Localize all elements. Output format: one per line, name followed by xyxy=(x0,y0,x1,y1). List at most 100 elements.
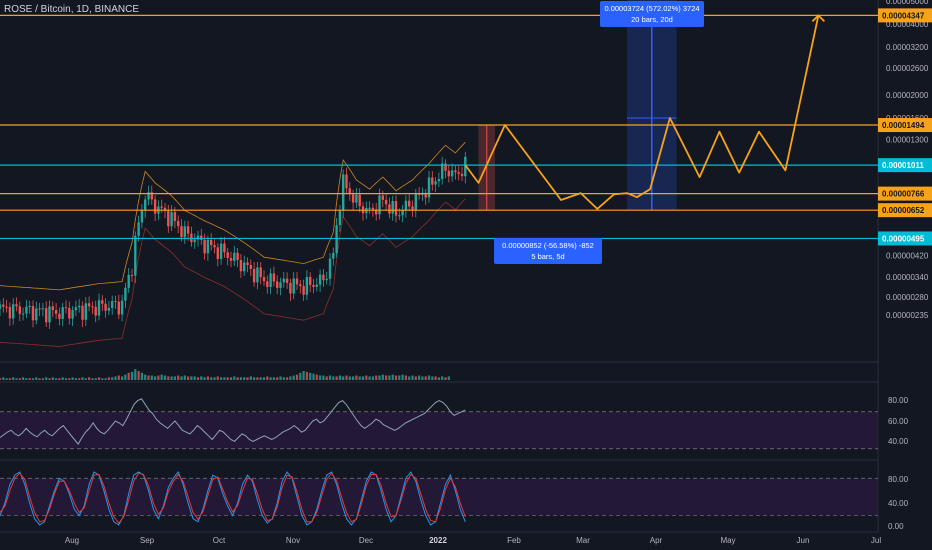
volume-bar xyxy=(61,377,64,380)
bollinger-lower xyxy=(0,198,466,347)
candle-body xyxy=(388,204,391,214)
volume-bar xyxy=(246,377,249,380)
volume-bar xyxy=(226,377,229,380)
candle-body xyxy=(12,304,15,319)
measure-down-label-bg xyxy=(494,238,602,264)
time-axis-label: May xyxy=(720,536,735,545)
candle-body xyxy=(391,201,394,214)
volume-bar xyxy=(38,378,41,380)
candle-body xyxy=(91,306,94,308)
volume-bar xyxy=(444,377,447,380)
volume-bar xyxy=(305,371,308,380)
candle-body xyxy=(104,303,107,311)
volume-bar xyxy=(97,377,101,380)
candle-body xyxy=(35,308,38,321)
projection-path xyxy=(464,15,820,210)
volume-bar xyxy=(418,375,421,380)
volume-bar xyxy=(335,376,338,380)
volume-bar xyxy=(124,374,127,380)
candle-body xyxy=(447,170,450,177)
volume-bar xyxy=(183,375,186,380)
volume-bar xyxy=(388,375,391,380)
candle-body xyxy=(441,163,444,180)
volume-bar xyxy=(213,377,216,380)
volume-bar xyxy=(64,378,68,380)
candle-body xyxy=(213,245,216,248)
volume-bar xyxy=(71,377,74,380)
volume-bar xyxy=(414,376,417,380)
volume-bar xyxy=(365,375,368,380)
candle-body xyxy=(170,212,173,227)
candle-body xyxy=(25,306,28,314)
candle-body xyxy=(318,274,322,285)
candle-body xyxy=(417,193,421,195)
candle-body xyxy=(239,259,243,272)
volume-bar xyxy=(437,377,440,380)
candle-body xyxy=(289,282,292,294)
volume-bar xyxy=(12,377,15,380)
candle-body xyxy=(216,247,219,259)
volume-bar xyxy=(309,372,312,380)
volume-bar xyxy=(163,375,167,380)
volume-bar xyxy=(332,376,335,380)
candle-body xyxy=(97,300,101,316)
volume-bar xyxy=(180,376,183,380)
time-axis-label: Sep xyxy=(140,536,155,545)
volume-bar xyxy=(348,376,351,380)
candle-body xyxy=(183,226,186,238)
volume-bar xyxy=(223,377,226,380)
candle-body xyxy=(351,194,355,203)
candle-body xyxy=(279,282,282,288)
time-axis-label: Oct xyxy=(213,536,226,545)
volume-bar xyxy=(381,374,384,380)
candle-body xyxy=(71,310,74,319)
candle-body xyxy=(38,308,41,310)
stoch-line-d xyxy=(0,472,466,524)
volume-bar xyxy=(8,378,11,380)
candle-body xyxy=(130,274,134,276)
volume-bar xyxy=(137,371,140,380)
candle-body xyxy=(226,252,229,258)
volume-bar xyxy=(398,375,401,380)
volume-bar xyxy=(140,372,143,380)
candle-body xyxy=(81,305,84,320)
candle-body xyxy=(299,284,302,287)
candle-body xyxy=(450,170,454,177)
candle-body xyxy=(200,235,203,240)
volume-bar xyxy=(243,377,246,380)
candle-body xyxy=(295,278,299,285)
volume-bar xyxy=(427,375,431,380)
volume-bar xyxy=(292,375,295,380)
volume-bar xyxy=(160,374,163,380)
measure-up-label: 0.00003724 (572.02%) 3724 xyxy=(604,4,699,13)
time-axis-label: Dec xyxy=(359,536,373,545)
candle-body xyxy=(206,240,210,254)
volume-bar xyxy=(35,377,38,380)
time-axis-label: Jun xyxy=(797,536,810,545)
candle-body xyxy=(21,313,25,315)
candle-body xyxy=(15,304,18,307)
candle-body xyxy=(292,278,295,294)
candle-body xyxy=(124,287,127,301)
candle-body xyxy=(68,308,71,319)
volume-bar xyxy=(196,377,200,380)
measure-down-label: 0.00000852 (-56.58%) -852 xyxy=(502,241,594,250)
candle-body xyxy=(269,273,272,287)
volume-bar xyxy=(121,376,124,380)
candle-body xyxy=(262,277,266,282)
volume-bar xyxy=(150,375,153,380)
volume-bar xyxy=(18,378,21,380)
volume-bar xyxy=(0,378,2,380)
price-level-label: 0.00000495 xyxy=(882,234,925,243)
volume-bar xyxy=(269,377,272,380)
candle-body xyxy=(127,274,130,288)
candle-body xyxy=(431,177,434,185)
stoch-axis-label: 80.00 xyxy=(888,475,909,484)
stoch-axis-label: 40.00 xyxy=(888,499,909,508)
candle-body xyxy=(342,174,345,211)
candle-body xyxy=(322,274,325,281)
volume-bar xyxy=(276,377,279,380)
volume-bar xyxy=(117,375,120,380)
price-axis-label: 0.00003200 xyxy=(886,43,929,52)
